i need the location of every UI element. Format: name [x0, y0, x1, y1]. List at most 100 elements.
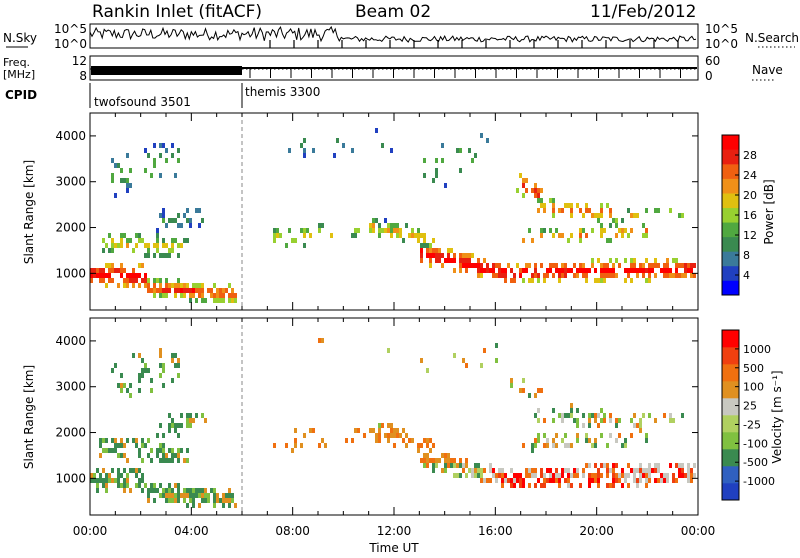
power-cell	[96, 268, 99, 273]
velocity-cell	[654, 463, 657, 468]
velocity-cell	[570, 483, 573, 488]
velocity-cell	[480, 363, 483, 368]
velocity-cell	[567, 478, 570, 483]
velocity-cell	[573, 468, 576, 473]
power-cell	[171, 143, 174, 148]
power-cell	[114, 163, 117, 168]
noise-traces	[89, 25, 697, 48]
power-cell	[525, 188, 528, 193]
power-cell	[570, 268, 573, 273]
velocity-cell	[678, 473, 681, 478]
velocity-colorbar: 1000 500 100 25 -25 -100 -500 -1000	[721, 329, 775, 501]
power-cell	[462, 258, 465, 263]
power-cell	[183, 293, 186, 298]
power-cell	[195, 288, 198, 293]
power-cell	[693, 273, 696, 278]
power-cell	[669, 208, 672, 213]
velocity-cell	[147, 498, 150, 503]
power-cell	[468, 258, 471, 263]
power-cell	[303, 148, 306, 153]
y-tick-label: 2000	[55, 426, 86, 440]
power-cell	[537, 273, 540, 278]
velocity-cell	[690, 478, 693, 483]
power-cell	[540, 228, 543, 233]
power-cell	[123, 233, 126, 238]
power-cell	[441, 143, 444, 148]
power-cell	[546, 268, 549, 273]
velocity-cell	[363, 433, 366, 438]
velocity-cell	[384, 433, 387, 438]
power-cell	[600, 223, 603, 228]
velocity-cell	[621, 443, 624, 448]
velocity-cell	[426, 458, 429, 463]
velocity-cell	[660, 473, 663, 478]
velocity-cell	[387, 433, 390, 438]
velocity-cell	[165, 458, 168, 463]
power-cell	[180, 283, 183, 288]
power-cell	[633, 268, 636, 273]
power-cell	[432, 253, 435, 258]
velocity-cell	[519, 473, 522, 478]
velocity-cell	[687, 473, 690, 478]
power-cell	[459, 168, 462, 173]
power-cell	[117, 283, 120, 288]
velocity-cell	[402, 438, 405, 443]
velocity-cell	[189, 488, 192, 493]
velocity-cell	[522, 483, 525, 488]
power-cell	[105, 263, 108, 268]
power-cell	[519, 268, 522, 273]
power-cell	[129, 278, 132, 283]
power-cell	[120, 233, 123, 238]
power-cell	[591, 263, 594, 268]
power-cell	[642, 268, 645, 273]
velocity-cell	[663, 413, 666, 418]
velocity-cell	[309, 428, 312, 433]
velocity-cell	[174, 363, 177, 368]
power-cell	[219, 293, 222, 298]
power-cell	[642, 263, 645, 268]
velocity-cell	[495, 473, 498, 478]
power-cell	[189, 288, 192, 293]
station-title: Rankin Inlet (fitACF)	[92, 2, 262, 22]
velocity-cell	[555, 443, 558, 448]
velocity-cell	[534, 393, 537, 398]
velocity-cell	[609, 468, 612, 473]
x-axis-label: Time UT	[368, 541, 419, 554]
velocity-cell	[600, 408, 603, 413]
velocity-cell	[192, 493, 195, 498]
power-cell	[126, 188, 129, 193]
velocity-cell	[231, 498, 234, 503]
power-cell	[333, 153, 336, 158]
velocity-cell	[156, 433, 159, 438]
velocity-cell	[549, 478, 552, 483]
power-cell	[579, 238, 582, 243]
velocity-cell	[204, 488, 207, 493]
power-cell	[111, 248, 114, 253]
power-cell	[129, 273, 132, 278]
power-cell	[186, 238, 189, 243]
velocity-cell	[162, 383, 165, 388]
power-cell	[102, 248, 105, 253]
velocity-cell	[558, 413, 561, 418]
power-cell	[198, 208, 201, 213]
velocity-cell	[132, 353, 135, 358]
power-cell	[420, 253, 423, 258]
power-colorbar-segment	[722, 222, 739, 238]
velocity-cell	[675, 463, 678, 468]
power-cell	[450, 248, 453, 253]
velocity-cell	[162, 488, 165, 493]
power-cell	[228, 283, 231, 288]
velocity-cell	[612, 463, 615, 468]
velocity-cell	[183, 488, 186, 493]
velocity-cell	[123, 383, 126, 388]
power-cell	[201, 283, 204, 288]
power-cell	[138, 273, 141, 278]
velocity-cell	[648, 463, 651, 468]
velocity-cell	[639, 418, 642, 423]
velocity-cell	[453, 463, 456, 468]
velocity-cell	[294, 443, 297, 448]
power-cell	[675, 263, 678, 268]
velocity-cell	[402, 428, 405, 433]
power-cell	[435, 258, 438, 263]
velocity-cell	[129, 393, 132, 398]
